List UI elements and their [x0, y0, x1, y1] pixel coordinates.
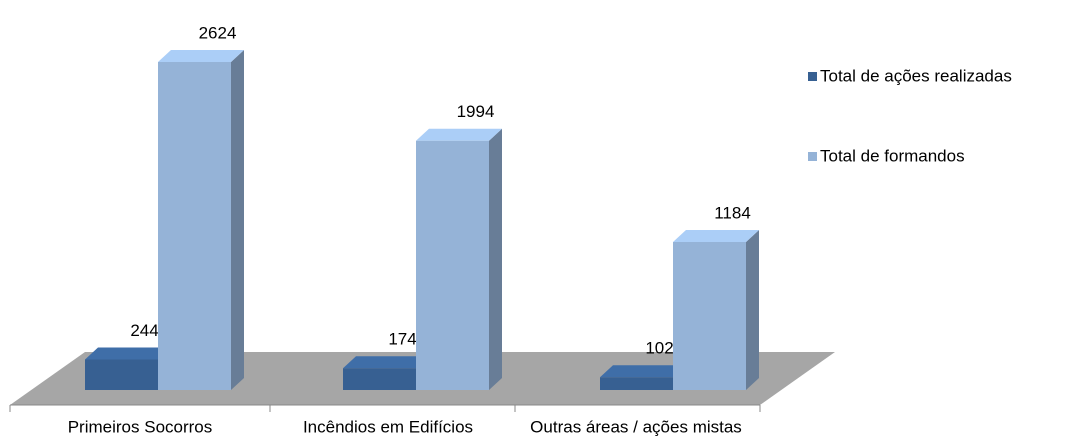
data-label: 102	[645, 339, 673, 358]
bar-face	[343, 356, 429, 369]
bar-face	[673, 230, 759, 242]
data-label: 244	[130, 321, 158, 340]
x-tick-label: Primeiros Socorros	[68, 417, 213, 436]
bar-face	[158, 62, 231, 390]
bar-face	[231, 50, 244, 390]
bar-face	[416, 128, 502, 141]
x-tick-label: Outras áreas / ações mistas	[530, 417, 742, 436]
bar	[673, 230, 759, 390]
bar	[416, 128, 502, 390]
bar-face	[416, 140, 489, 390]
bar-face	[158, 50, 244, 62]
bar-face	[673, 242, 746, 390]
bar-face	[343, 368, 416, 390]
bar-face	[746, 230, 759, 390]
legend-swatch	[808, 152, 817, 161]
bar-face	[85, 347, 171, 360]
data-label: 1184	[714, 203, 751, 222]
bar-face	[600, 365, 686, 378]
bar	[85, 347, 171, 390]
data-label: 174	[388, 330, 416, 349]
data-label: 1994	[457, 102, 495, 121]
x-tick-label: Incêndios em Edifícios	[303, 417, 473, 436]
bar-face	[600, 377, 673, 390]
bar-face	[489, 128, 502, 390]
bar-face	[85, 359, 158, 390]
legend-label: Total de ações realizadas	[820, 66, 1012, 85]
bar	[158, 50, 244, 390]
data-label: 2624	[199, 23, 237, 42]
legend-swatch	[808, 72, 817, 81]
legend-label: Total de formandos	[820, 146, 965, 165]
